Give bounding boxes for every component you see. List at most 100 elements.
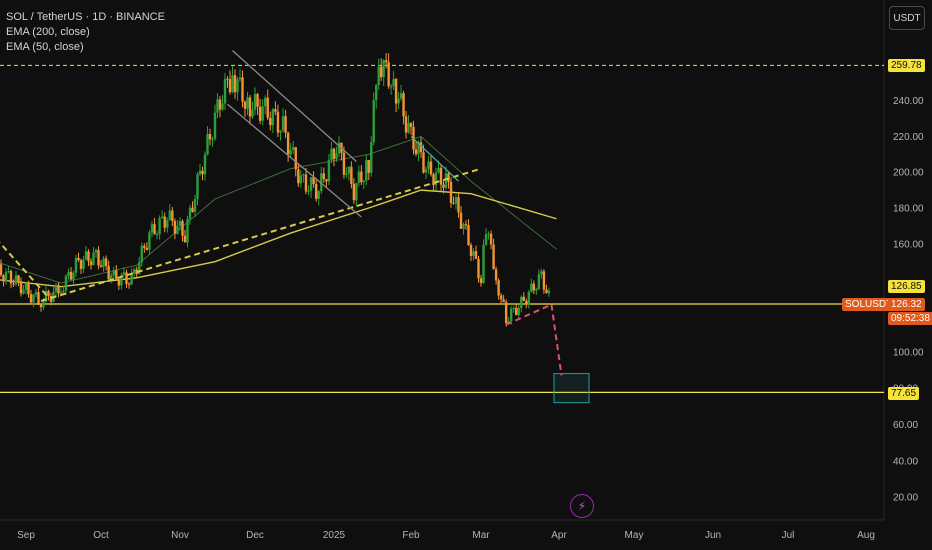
y-tick-label: 200.00 — [893, 168, 924, 179]
candle-body — [69, 272, 73, 280]
currency-button[interactable]: USDT — [889, 6, 925, 30]
candle-body — [183, 235, 187, 243]
y-tick-label: 220.00 — [893, 132, 924, 143]
candle-body — [206, 133, 209, 155]
ema50-legend[interactable]: EMA (50, close) — [6, 41, 84, 53]
candle-body — [39, 303, 43, 308]
candle-body — [145, 247, 149, 250]
x-tick-label: May — [625, 530, 644, 541]
candle-body — [181, 221, 184, 236]
trendline[interactable] — [40, 167, 482, 302]
candle-body — [7, 270, 10, 272]
candle-body — [112, 270, 115, 276]
candle-body — [345, 173, 348, 175]
candle-body — [109, 275, 113, 280]
target-zone[interactable] — [553, 373, 590, 404]
y-tick-label: 20.00 — [893, 493, 918, 504]
candle-body — [284, 116, 287, 133]
candle-body — [320, 173, 323, 192]
trendline[interactable] — [505, 303, 552, 326]
candle-body — [74, 257, 78, 273]
candle-body — [160, 216, 164, 219]
candle-body — [487, 233, 490, 235]
candle-body — [166, 220, 169, 228]
candle-body — [191, 207, 194, 212]
candle-body — [218, 99, 222, 110]
trendline[interactable] — [227, 103, 362, 218]
candle-body — [99, 265, 103, 267]
level-tag-bottom: 77.65 — [888, 387, 920, 400]
candle-body — [530, 283, 533, 293]
candle-body — [492, 244, 495, 270]
candle-body — [472, 251, 475, 256]
candle-body — [327, 160, 331, 182]
candle-body — [251, 109, 254, 117]
trendlines[interactable] — [0, 50, 563, 376]
candle-body — [188, 207, 192, 220]
candle-body — [330, 148, 333, 161]
candle-body — [64, 275, 68, 291]
time-axis[interactable]: Sep Oct Nov Dec 2025 Feb Mar Apr May Jun Jul Aug — [17, 530, 875, 541]
y-tick-label: 160.00 — [893, 239, 924, 250]
candle-body — [497, 280, 500, 296]
candle-body — [221, 103, 224, 110]
ema50-line — [0, 135, 557, 284]
symbol-label-tag: SOLUSDT — [842, 298, 896, 311]
candle-body — [392, 79, 395, 87]
candle-body — [525, 301, 528, 305]
candle-body — [409, 123, 413, 127]
candle-body — [325, 179, 328, 182]
candle-body — [150, 224, 154, 233]
candle-body — [77, 257, 80, 261]
candle-body — [2, 275, 5, 282]
candle-body — [158, 218, 161, 235]
candles — [0, 53, 551, 327]
ema200-legend[interactable]: EMA (200, close) — [6, 26, 90, 38]
candle-body — [357, 171, 361, 183]
y-tick-label: 60.00 — [893, 420, 918, 431]
candle-body — [322, 173, 326, 180]
candle-body — [24, 283, 28, 290]
candle-body — [47, 291, 50, 297]
candle-body — [304, 174, 308, 192]
candle-body — [422, 152, 425, 173]
candle-body — [532, 283, 536, 291]
candle-body — [269, 117, 272, 126]
candle-body — [370, 142, 373, 173]
y-tick-label: 240.00 — [893, 96, 924, 107]
candle-body — [62, 290, 65, 292]
symbol-title[interactable]: SOL / TetherUS · 1D · BINANCE — [6, 11, 165, 23]
candle-body — [248, 97, 252, 117]
candle-body — [67, 272, 70, 276]
candle-body — [115, 270, 118, 280]
candle-body — [266, 97, 269, 118]
candle-body — [34, 292, 38, 295]
trendline[interactable] — [0, 238, 50, 299]
horizontal-levels[interactable] — [0, 64, 884, 394]
trendline[interactable] — [550, 304, 563, 376]
candle-body — [547, 290, 551, 294]
candle-body — [439, 167, 443, 185]
candle-body — [203, 154, 207, 175]
candle-body — [527, 292, 531, 305]
candle-body — [226, 78, 229, 80]
candle-body — [347, 166, 351, 174]
lightning-icon[interactable]: ⚡ — [570, 494, 594, 518]
candle-body — [82, 259, 85, 269]
x-tick-label: Oct — [93, 530, 109, 541]
candle-body — [317, 191, 320, 199]
target-zone-box[interactable] — [553, 373, 590, 404]
candle-body — [464, 224, 468, 226]
candle-body — [258, 106, 262, 121]
candle-body — [104, 258, 108, 266]
candle-body — [537, 274, 541, 290]
trendline[interactable] — [410, 136, 459, 182]
candle-body — [97, 250, 100, 266]
candle-body — [281, 116, 285, 131]
trendline[interactable] — [232, 50, 357, 163]
candle-body — [122, 272, 126, 276]
candle-body — [176, 225, 179, 234]
candle-body — [375, 85, 378, 101]
candle-body — [236, 79, 239, 93]
